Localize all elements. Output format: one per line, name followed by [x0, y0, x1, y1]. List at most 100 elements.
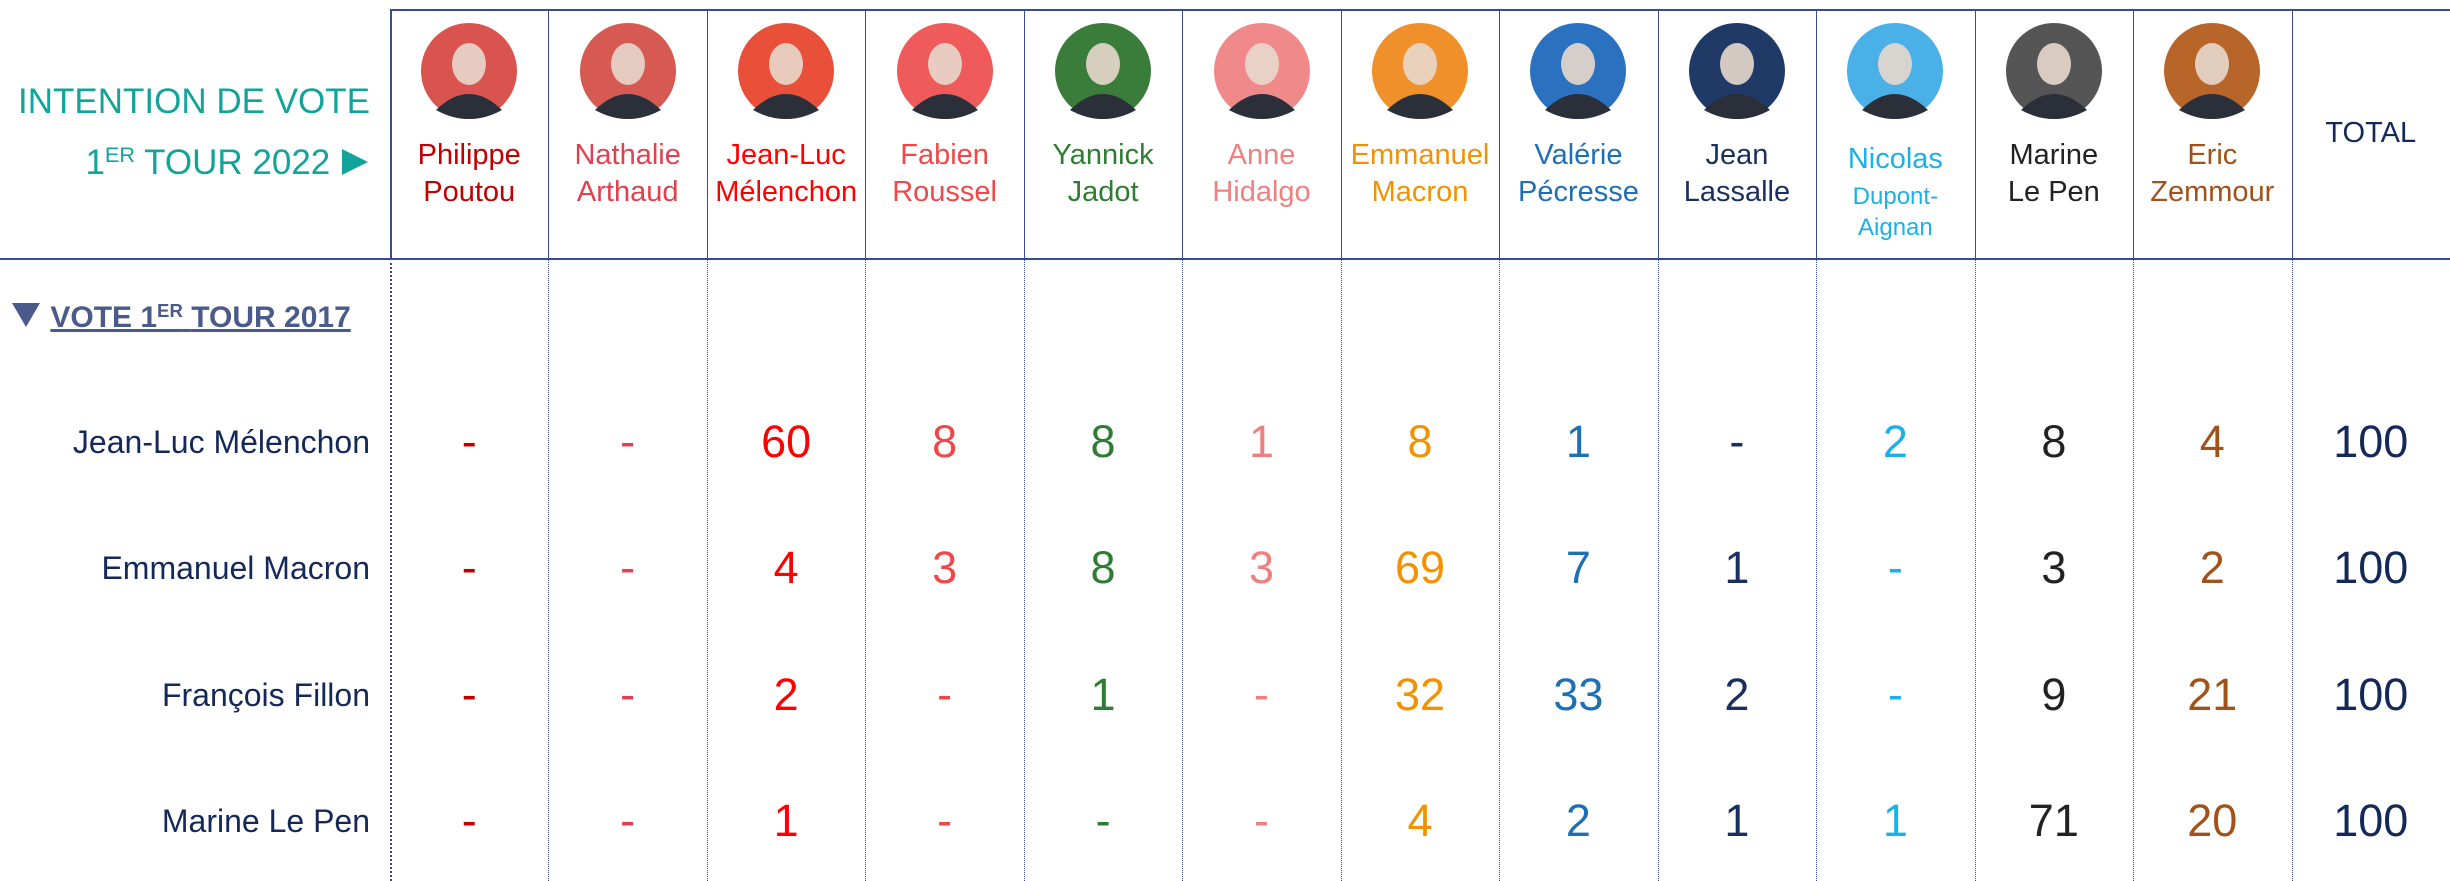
candidate-name: Le Pen [1975, 174, 2133, 211]
cell-value: 21 [2133, 669, 2291, 721]
cell-value: 1 [1658, 542, 1816, 594]
cell-value: - [548, 795, 706, 847]
cell-value: 3 [1182, 542, 1340, 594]
cell-value: 1 [1816, 795, 1974, 847]
cell-value: 100 [2292, 416, 2450, 468]
cell-value: 4 [1341, 795, 1499, 847]
down-arrow-icon [12, 301, 42, 327]
cell-value: - [1182, 795, 1340, 847]
column-divider [1182, 9, 1183, 258]
candidate-name: Macron [1341, 174, 1499, 211]
cell-value: 71 [1975, 795, 2133, 847]
candidate-photo [1688, 22, 1786, 120]
candidate-name: Eric [2133, 137, 2291, 174]
cell-value: 100 [2292, 542, 2450, 594]
section-rest: TOUR 2017 [191, 301, 351, 334]
column-divider [2133, 9, 2134, 258]
cell-value: - [1182, 669, 1340, 721]
column-divider [1975, 9, 1976, 258]
candidate-name: Nathalie [548, 137, 706, 174]
candidate-name: Jadot [1024, 174, 1182, 211]
cell-value: 8 [865, 416, 1023, 468]
row-label: Jean-Luc Mélenchon [0, 424, 370, 461]
header-top-border [390, 9, 2450, 11]
cell-value: 8 [1024, 542, 1182, 594]
candidate-name: Pécresse [1499, 174, 1657, 211]
candidate-photo [1371, 22, 1469, 120]
candidate-name: Nicolas [1816, 141, 1974, 178]
cell-value: 8 [1975, 416, 2133, 468]
page: INTENTION DE VOTE 1ER TOUR 2022 VOTE 1ER… [0, 0, 2450, 881]
cell-value: 9 [1975, 669, 2133, 721]
candidate-photo [579, 22, 677, 120]
cell-value: 33 [1499, 669, 1657, 721]
candidate-photo [420, 22, 518, 120]
cell-value: 1 [1658, 795, 1816, 847]
cell-value: 100 [2292, 669, 2450, 721]
title-sup: ER [105, 142, 135, 167]
candidate-photo [1529, 22, 1627, 120]
title-rest: TOUR 2022 [144, 143, 330, 182]
cell-value: 20 [2133, 795, 2291, 847]
cell-value: 1 [1499, 416, 1657, 468]
candidate-name: Jean-Luc [707, 137, 865, 174]
title-line1: INTENTION DE VOTE [0, 82, 370, 122]
candidate-name: Philippe [390, 137, 548, 174]
cell-value: 2 [2133, 542, 2291, 594]
cell-value: 2 [1658, 669, 1816, 721]
column-divider [707, 9, 708, 258]
column-divider [865, 9, 866, 258]
cell-value: - [390, 669, 548, 721]
cell-value: 7 [1499, 542, 1657, 594]
candidate-name: Jean [1658, 137, 1816, 174]
cell-value: 1 [1182, 416, 1340, 468]
cell-value: - [548, 542, 706, 594]
row-label: François Fillon [0, 677, 370, 714]
cell-value: - [390, 795, 548, 847]
cell-value: 3 [865, 542, 1023, 594]
cell-value: 4 [707, 542, 865, 594]
candidate-photo [1846, 22, 1944, 120]
candidate-name: Poutou [390, 174, 548, 211]
column-divider [1658, 9, 1659, 258]
cell-value: 2 [707, 669, 865, 721]
candidate-name: Emmanuel [1341, 137, 1499, 174]
candidate-name: Zemmour [2133, 174, 2291, 211]
cell-value: 60 [707, 416, 865, 468]
cell-value: - [390, 416, 548, 468]
candidate-photo [896, 22, 994, 120]
candidate-name: Hidalgo [1182, 174, 1340, 211]
candidate-name: Arthaud [548, 174, 706, 211]
cell-value: 4 [2133, 416, 2291, 468]
candidate-name: Yannick [1024, 137, 1182, 174]
column-divider [1499, 9, 1500, 258]
cell-value: 1 [707, 795, 865, 847]
title-main: 1 [85, 143, 104, 182]
cell-value: - [865, 795, 1023, 847]
candidate-photo [1213, 22, 1311, 120]
cell-value: - [865, 669, 1023, 721]
row-label: Emmanuel Macron [0, 550, 370, 587]
cell-value: - [390, 542, 548, 594]
candidate-name: Roussel [865, 174, 1023, 211]
section-main: VOTE 1 [50, 301, 157, 334]
candidate-photo [737, 22, 835, 120]
column-divider [548, 9, 549, 258]
cell-value: - [1816, 669, 1974, 721]
cell-value: 69 [1341, 542, 1499, 594]
cell-value: 100 [2292, 795, 2450, 847]
cell-value: 8 [1024, 416, 1182, 468]
cell-value: 2 [1499, 795, 1657, 847]
section-header: VOTE 1ER TOUR 2017 [12, 300, 351, 335]
candidate-photo [2005, 22, 2103, 120]
candidate-name: Lassalle [1658, 174, 1816, 211]
column-divider [390, 9, 392, 258]
cell-value: 32 [1341, 669, 1499, 721]
cell-value: - [1024, 795, 1182, 847]
candidate-name: Marine [1975, 137, 2133, 174]
candidate-name: Anne [1182, 137, 1340, 174]
section-text: VOTE 1ER TOUR 2017 [50, 301, 350, 334]
section-sup: ER [157, 300, 183, 321]
cell-value: - [548, 416, 706, 468]
cell-value: 8 [1341, 416, 1499, 468]
